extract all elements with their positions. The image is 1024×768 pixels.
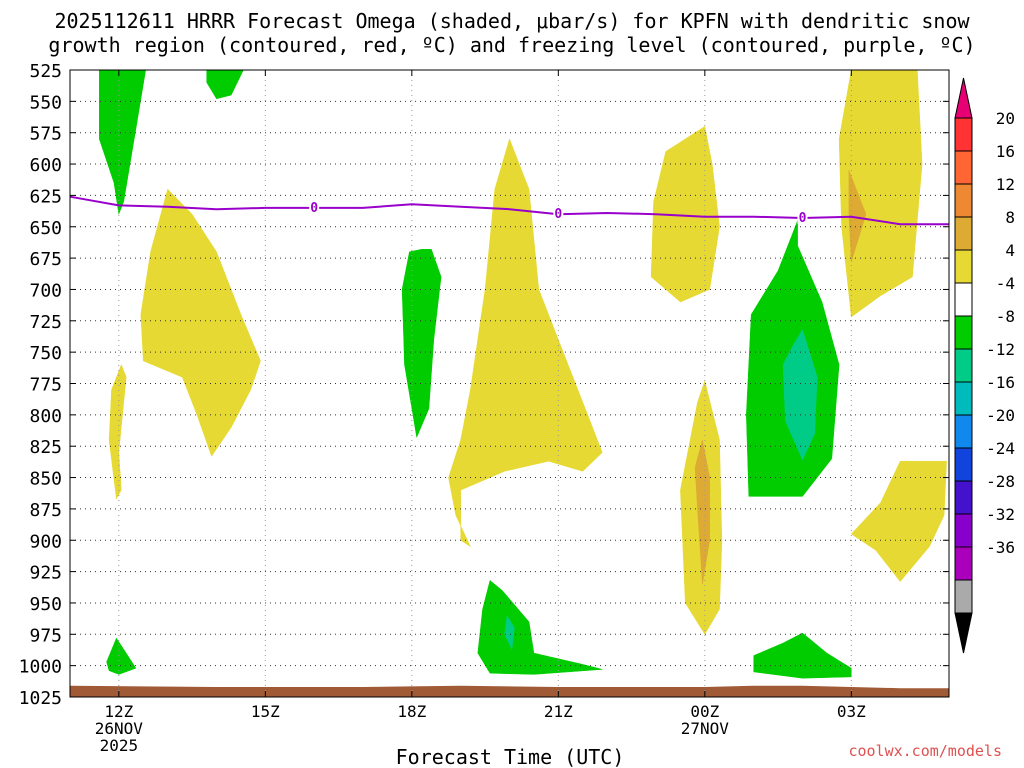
x-tick-label: 18Z (397, 702, 426, 721)
colorbar-segment (954, 513, 973, 548)
x-tick-label: 15Z (251, 702, 280, 721)
y-tick-label: 725 (29, 312, 62, 333)
omega-region-descent-orange-17 (848, 170, 867, 262)
y-tick-label: 650 (29, 218, 62, 239)
x-tick-label: 27NOV (681, 719, 730, 738)
colorbar-segment (954, 414, 973, 449)
chart-title-line-2: growth region (contoured, red, ºC) and f… (48, 33, 976, 57)
colorbar-segment (954, 282, 973, 317)
omega-region-ascent-green-3 (477, 579, 603, 675)
y-axis-ticks: 525 550 575 600 625 650 675 700 725 750 775 800 825 8… (19, 61, 949, 709)
colorbar-label: -36 (986, 538, 1015, 557)
colorbar-label: -20 (986, 406, 1015, 425)
colorbar-segment (954, 117, 973, 152)
y-tick-label: 625 (29, 186, 62, 207)
colorbar-segment (954, 579, 973, 614)
y-tick-label: 900 (29, 531, 62, 552)
omega-regions (99, 69, 947, 679)
freezing-level-layer: 0 0 0 (69, 195, 949, 226)
y-tick-label: 775 (29, 375, 62, 396)
omega-region-ascent-teal-8 (782, 328, 818, 461)
y-tick-label: 825 (29, 437, 62, 458)
y-tick-label: 1000 (19, 657, 62, 678)
colorbar-segment (954, 315, 973, 350)
colorbar-segment (954, 381, 973, 416)
x-tick-label: 12Z (104, 702, 133, 721)
colorbar-label: -12 (986, 340, 1015, 359)
omega-region-ascent-green-6 (753, 632, 852, 679)
colorbar-label: -4 (996, 274, 1015, 293)
colorbar-segment (954, 216, 973, 251)
x-tick-label: 03Z (837, 702, 866, 721)
y-tick-label: 750 (29, 343, 62, 364)
colorbar-segment (954, 183, 973, 218)
x-tick-label: 2025 (100, 736, 139, 755)
colorbar-label: 12 (996, 175, 1015, 194)
y-tick-label: 1025 (19, 688, 62, 709)
omega-region-ascent-green-0 (99, 69, 146, 216)
y-tick-label: 925 (29, 563, 62, 584)
y-tick-label: 550 (29, 92, 62, 113)
terrain-layer (70, 685, 949, 697)
y-tick-label: 975 (29, 625, 62, 646)
colorbar-top-arrow (954, 77, 973, 119)
chart-title-line-1: 2025112611 HRRR Forecast Omega (shaded, … (54, 9, 970, 33)
x-axis-title: Forecast Time (UTC) (396, 745, 625, 768)
colorbar-label: -24 (986, 439, 1015, 458)
freezing-label-bg (309, 199, 320, 214)
y-tick-label: 850 (29, 469, 62, 490)
colorbar-segment (954, 546, 973, 581)
y-tick-label: 525 (29, 61, 62, 82)
colorbar-segment (954, 480, 973, 515)
omega-region-descent-yellow-11 (448, 138, 603, 548)
omega-region-descent-yellow-15 (850, 460, 947, 582)
omega-region-descent-orange-16 (694, 439, 710, 585)
freezing-level-label: 0 (310, 201, 318, 216)
omega-region-ascent-green-4 (106, 637, 137, 675)
colorbar-segment (954, 249, 973, 284)
omega-region-ascent-teal-7 (504, 614, 515, 651)
omega-region-descent-yellow-9 (140, 188, 261, 457)
colorbar: 20 16 12 8 4 -4 -8 -12 -16 -20 -24 -28 -32 -36 (954, 77, 1015, 654)
colorbar-label: -32 (986, 505, 1015, 524)
y-tick-label: 675 (29, 249, 62, 270)
y-tick-label: 875 (29, 500, 62, 521)
terrain-fill (70, 685, 949, 697)
colorbar-label: -8 (996, 307, 1015, 326)
x-tick-label: 26NOV (95, 719, 144, 738)
colorbar-label: 8 (1005, 208, 1015, 227)
x-tick-label: 00Z (690, 702, 719, 721)
freezing-level-label: 0 (554, 207, 562, 222)
freezing-label-bg (797, 209, 808, 224)
y-tick-label: 600 (29, 155, 62, 176)
site-credit: coolwx.com/models (848, 742, 1002, 760)
colorbar-label: 20 (996, 109, 1015, 128)
omega-region-ascent-green-1 (206, 69, 244, 100)
colorbar-label: -16 (986, 373, 1015, 392)
colorbar-segment (954, 447, 973, 482)
colorbar-label: 4 (1005, 241, 1015, 260)
colorbar-label: 16 (996, 142, 1015, 161)
omega-region-descent-yellow-10 (108, 364, 127, 500)
y-tick-label: 950 (29, 594, 62, 615)
y-tick-label: 800 (29, 406, 62, 427)
omega-region-descent-yellow-14 (838, 69, 923, 318)
freezing-level-label: 0 (799, 211, 807, 226)
colorbar-bottom-arrow (954, 612, 973, 654)
colorbar-segment (954, 150, 973, 185)
omega-region-ascent-green-2 (401, 249, 442, 439)
y-tick-label: 700 (29, 280, 62, 301)
colorbar-label: -28 (986, 472, 1015, 491)
freezing-label-bg (553, 206, 564, 221)
x-tick-label: 21Z (544, 702, 573, 721)
colorbar-segment (954, 348, 973, 383)
y-tick-label: 575 (29, 124, 62, 145)
omega-region-descent-yellow-12 (650, 125, 720, 303)
